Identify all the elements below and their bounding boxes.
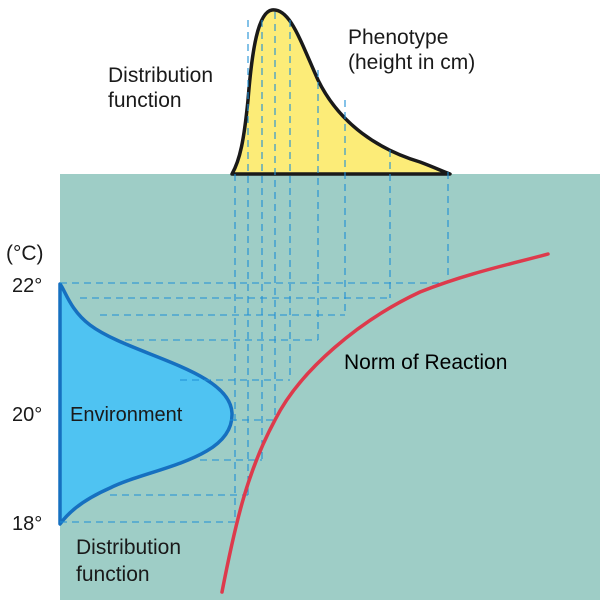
tick-label-22: 22° — [12, 275, 42, 297]
phenotype-label-line2: (height in cm) — [348, 51, 475, 74]
norm-of-reaction-curve — [220, 252, 550, 594]
top-distribution-label-line2: function — [108, 89, 182, 112]
bottom-distribution-label-line2: function — [76, 563, 150, 586]
projection-grid — [60, 12, 449, 523]
tick-label-18: 18° — [12, 513, 42, 535]
top-distribution-label-line1: Distribution — [108, 64, 213, 87]
environment-label: Environment — [70, 404, 183, 426]
norm-of-reaction-label: Norm of Reaction — [344, 351, 507, 374]
temperature-unit-label: (°C) — [6, 242, 44, 265]
bottom-distribution-label-line1: Distribution — [76, 536, 181, 559]
phenotype-label-line1: Phenotype — [348, 26, 448, 49]
environment-distribution-curve — [58, 282, 234, 526]
phenotype-distribution-curve — [230, 8, 452, 176]
tick-label-20: 20° — [12, 404, 42, 426]
